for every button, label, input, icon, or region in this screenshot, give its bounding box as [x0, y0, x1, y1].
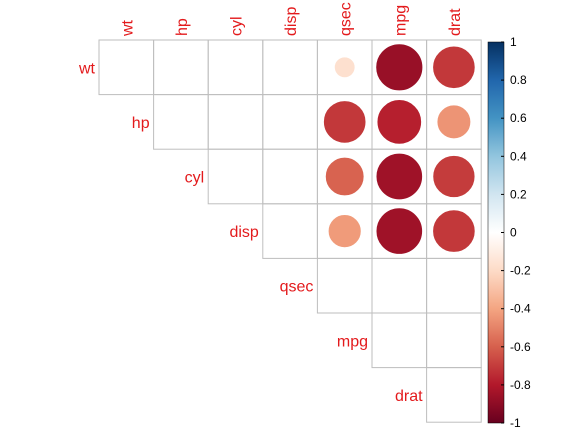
corr-circle-wt-mpg — [375, 43, 424, 92]
colorbar-tick-label: 1 — [510, 35, 517, 49]
colorbar-tick-label: -1 — [510, 416, 521, 430]
grid-cell-cyl-disp — [262, 148, 318, 205]
col-label-mpg: mpg — [392, 5, 409, 36]
colorbar-tick-label: 0.8 — [510, 73, 527, 87]
row-labels: wt hp cyl disp qsec mpg drat — [78, 60, 423, 405]
colorbar-tick-label: -0.8 — [510, 378, 531, 392]
grid-cell-wt-cyl — [207, 39, 264, 96]
grid-lines — [98, 39, 482, 423]
row-label-mpg: mpg — [337, 333, 368, 350]
grid-cell-wt-wt — [98, 39, 155, 96]
corr-circle-disp-drat — [432, 209, 476, 253]
grid-cell-wt-disp — [262, 39, 318, 96]
colorbar-tick-label: 0.2 — [510, 187, 527, 201]
corr-circle-wt-drat — [432, 45, 476, 90]
column-labels: wt hp cyl disp qsec mpg drat — [119, 2, 464, 37]
corr-circle-hp-qsec — [322, 100, 367, 144]
corr-circle-disp-mpg — [375, 207, 424, 255]
grid-cell-qsec-qsec — [316, 257, 373, 314]
col-label-cyl: cyl — [229, 16, 246, 36]
colorbar-tick-label: -0.6 — [510, 340, 531, 354]
corr-circle-cyl-drat — [432, 154, 476, 199]
grid-cell-hp-disp — [262, 94, 318, 150]
col-label-drat: drat — [447, 8, 464, 36]
colorbar-tick-label: 0.4 — [510, 149, 527, 163]
corr-circle-wt-qsec — [333, 56, 356, 79]
row-label-cyl: cyl — [185, 170, 205, 187]
colorbar-tick-label: 0 — [510, 226, 517, 240]
grid-cell-disp-disp — [262, 203, 318, 259]
col-label-hp: hp — [174, 18, 191, 36]
corr-circle-hp-drat — [436, 104, 472, 140]
corr-circle-cyl-qsec — [324, 156, 365, 197]
grid-cell-qsec-mpg — [371, 257, 428, 314]
colorbar-tick-label: 0.6 — [510, 111, 527, 125]
grid-cell-mpg-drat — [426, 312, 482, 369]
col-label-qsec: qsec — [338, 2, 355, 36]
row-label-qsec: qsec — [280, 279, 314, 296]
correlation-circles — [322, 43, 476, 255]
colorbar-tick-label: -0.4 — [510, 302, 531, 316]
row-label-disp: disp — [229, 224, 258, 241]
col-label-disp: disp — [283, 7, 300, 36]
row-label-drat: drat — [395, 388, 423, 405]
grid-cell-cyl-cyl — [207, 148, 264, 205]
grid-cell-hp-hp — [153, 94, 209, 150]
grid-cell-wt-hp — [153, 39, 209, 96]
colorbar-tick-label: -0.2 — [510, 264, 531, 278]
corr-circle-cyl-mpg — [375, 152, 424, 201]
grid-cell-hp-cyl — [207, 94, 264, 150]
corr-circle-hp-mpg — [376, 99, 423, 145]
grid-cell-drat-drat — [426, 367, 482, 423]
grid-cell-qsec-drat — [426, 257, 482, 314]
row-label-wt: wt — [78, 60, 96, 77]
row-label-hp: hp — [132, 115, 150, 132]
colorbar: 1 0.8 0.6 0.4 0.2 0 -0.2 -0.4 -0.6 -0.8 -1 — [487, 35, 531, 430]
col-label-wt: wt — [119, 19, 136, 37]
corr-circle-disp-qsec — [327, 214, 362, 249]
grid-cell-mpg-mpg — [371, 312, 428, 369]
